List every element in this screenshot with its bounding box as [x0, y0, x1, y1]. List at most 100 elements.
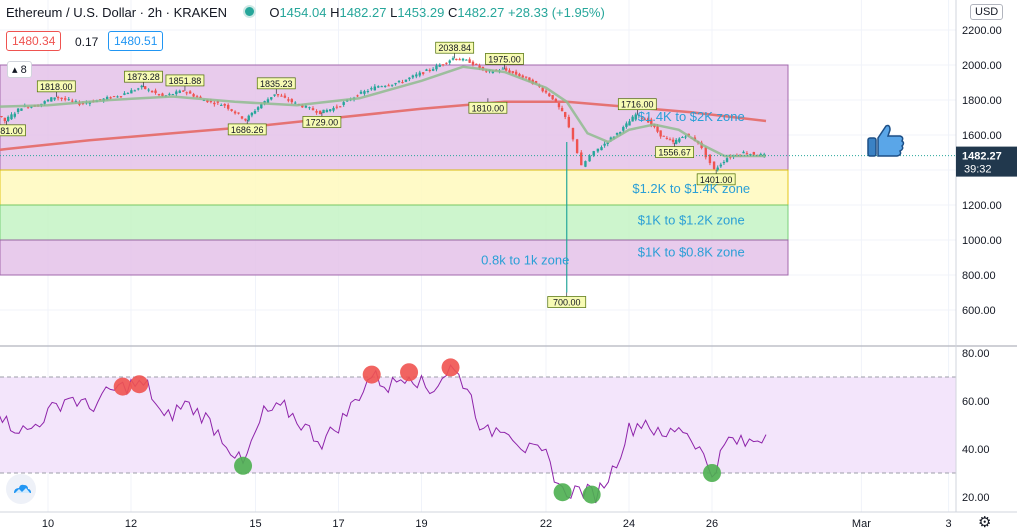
- price-axis-tick: 800.00: [962, 270, 996, 282]
- candle-body: [571, 127, 575, 140]
- candle-body: [223, 103, 226, 106]
- candle-body: [725, 158, 729, 162]
- price-label-box: [468, 101, 508, 114]
- candle-body: [461, 58, 465, 61]
- candle-body: [675, 139, 678, 144]
- candle-body: [315, 111, 318, 113]
- candle-body: [563, 112, 567, 117]
- candle-body: [185, 92, 188, 94]
- candle-body: [637, 114, 641, 116]
- time-axis-tick: 10: [42, 518, 54, 530]
- candle-body: [202, 100, 206, 102]
- candle-body: [394, 83, 397, 85]
- candle-body: [342, 102, 345, 105]
- candle-body: [643, 119, 647, 121]
- tradingview-logo-icon[interactable]: [6, 474, 36, 504]
- candle-body: [130, 90, 133, 94]
- candle-body: [230, 109, 233, 111]
- candle-body: [397, 81, 401, 83]
- candle-body: [290, 99, 294, 103]
- price-axis-tick: 1200.00: [962, 200, 1002, 212]
- candle-body: [260, 104, 263, 109]
- candle-body: [67, 99, 70, 101]
- candle-body: [294, 102, 297, 104]
- candle-body: [625, 123, 628, 127]
- candle-body: [157, 94, 161, 96]
- candle-body: [233, 111, 237, 114]
- sell-button[interactable]: 1480.34: [6, 31, 62, 51]
- indicators-toggle-button[interactable]: ▴ 8: [7, 61, 32, 78]
- candle-body: [752, 152, 756, 155]
- price-label: 700.00: [553, 298, 581, 308]
- price-label: 1818.00: [40, 82, 73, 92]
- candle-body: [745, 153, 749, 155]
- candle-body: [548, 93, 551, 97]
- high-value: 1482.27: [339, 5, 387, 20]
- candle-body: [171, 94, 175, 96]
- candle-body: [109, 97, 112, 99]
- candle-body: [240, 116, 244, 119]
- candle-body: [322, 109, 325, 114]
- price-label: 1716.00: [621, 100, 654, 110]
- buy-button[interactable]: 1480.51: [108, 31, 164, 51]
- currency-button[interactable]: USD: [970, 4, 1004, 20]
- candle-body: [511, 71, 514, 73]
- candle-body: [662, 135, 665, 137]
- candle-body: [356, 95, 359, 97]
- candle-body: [318, 110, 322, 114]
- candle-body: [471, 61, 475, 65]
- candle-body: [373, 86, 377, 91]
- overbought-marker: [362, 365, 381, 384]
- candle-body: [592, 151, 595, 156]
- price-axis-tick: 2200.00: [962, 25, 1002, 37]
- price-axis-tick: 1600.00: [962, 130, 1002, 142]
- spread-value: 0.17: [75, 35, 99, 49]
- price-axis-tick: 1800.00: [962, 95, 1002, 107]
- candle-body: [359, 91, 363, 94]
- high-label: H: [330, 5, 340, 20]
- candle-body: [209, 101, 213, 103]
- candle-body: [26, 106, 30, 108]
- candle-body: [671, 139, 675, 142]
- candle-body: [560, 107, 564, 112]
- candle-body: [678, 138, 681, 142]
- candle-body: [618, 132, 622, 134]
- rsi-axis-tick: 60.00: [962, 396, 990, 408]
- overbought-marker: [441, 358, 460, 377]
- time-axis-tick: 12: [125, 518, 137, 530]
- candle-body: [428, 70, 431, 72]
- candle-body: [742, 151, 745, 154]
- candle-body: [308, 107, 311, 109]
- candle-body: [681, 137, 684, 139]
- indicators-count: 8: [20, 64, 27, 76]
- candle-body: [478, 65, 481, 69]
- candle-body: [16, 108, 20, 113]
- rsi-axis-tick: 20.00: [962, 492, 990, 504]
- candle-body: [411, 75, 415, 78]
- candle-body: [603, 143, 606, 146]
- price-label: 1729.00: [306, 117, 339, 127]
- candle-body: [554, 98, 558, 102]
- open-label: O: [269, 5, 280, 20]
- candle-body: [119, 96, 123, 98]
- candle-body: [465, 59, 468, 61]
- rsi-axis-tick: 80.00: [962, 348, 990, 360]
- price-label-box: [0, 124, 26, 137]
- candle-body: [335, 106, 339, 108]
- candle-body: [10, 114, 13, 120]
- candle-body: [175, 91, 178, 95]
- candle-body: [584, 161, 587, 167]
- candle-body: [634, 114, 637, 120]
- time-axis-tick: 3: [945, 518, 951, 530]
- symbol-title[interactable]: Ethereum / U.S. Dollar · 2h · KRAKEN: [6, 5, 228, 20]
- candle-body: [401, 82, 404, 84]
- candle-body: [43, 101, 46, 104]
- candle-body: [580, 152, 583, 166]
- settings-gear-icon[interactable]: ⚙: [978, 514, 992, 531]
- price-label-box: [547, 296, 587, 308]
- price-label-box: [435, 41, 475, 54]
- candle-body: [182, 90, 185, 92]
- price-label-box: [485, 53, 524, 65]
- candle-body: [339, 106, 342, 108]
